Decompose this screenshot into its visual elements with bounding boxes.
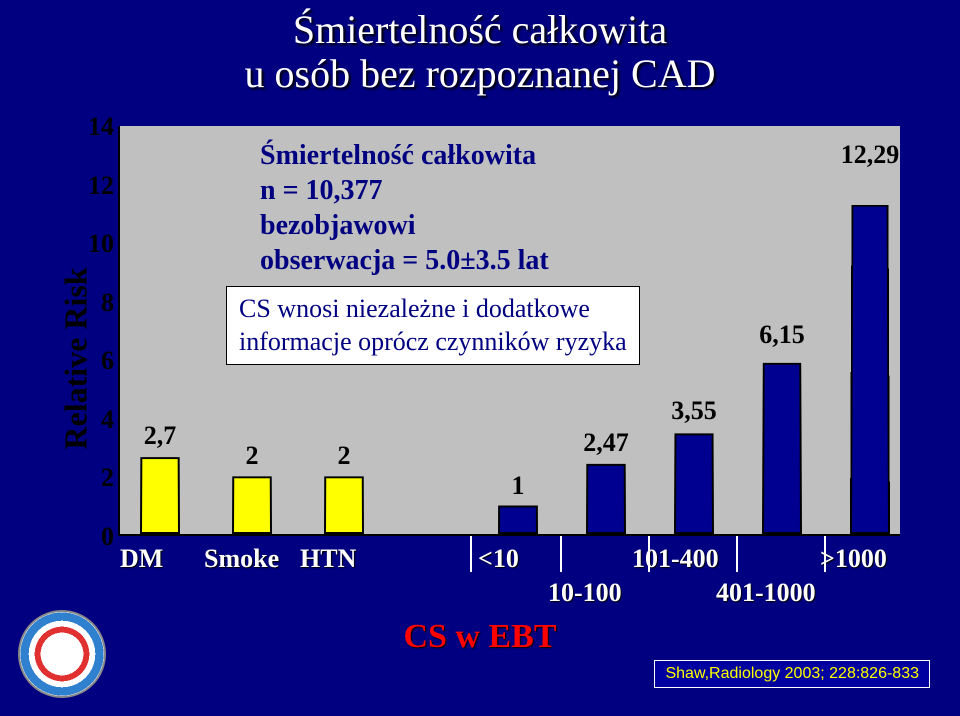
y-tick-label: 10	[76, 229, 114, 259]
x-divider	[560, 536, 562, 572]
highlight-box: CS wnosi niezależne i dodatkowe informac…	[226, 286, 640, 365]
bar-value-label: 3,55	[659, 396, 729, 426]
chart-bar	[140, 457, 180, 534]
y-tick-label: 14	[76, 112, 114, 142]
x-divider	[736, 536, 738, 572]
x-category-label: 101-400	[632, 544, 719, 574]
study-info-box: Śmiertelność całkowita n = 10,377 bezobj…	[260, 138, 549, 278]
info-line3: bezobjawowi	[260, 208, 549, 243]
bar-value-label: 2	[309, 441, 379, 471]
y-tick-label: 12	[76, 171, 114, 201]
institution-logo-icon	[18, 610, 106, 698]
y-tick-label: 2	[76, 463, 114, 493]
y-tick-label: 8	[76, 288, 114, 318]
x-divider	[648, 536, 650, 572]
bar-value-label: 2,47	[571, 428, 641, 458]
y-tick-label: 4	[76, 405, 114, 435]
chart-bar	[674, 433, 714, 534]
chart-bar	[762, 363, 802, 534]
highlight-line2: informacje oprócz czynników ryzyka	[239, 326, 627, 359]
bar-value-label: 2,7	[125, 421, 195, 451]
x-category-label: 10-100	[548, 578, 622, 608]
slide-title: Śmiertelność całkowita u osób bez rozpoz…	[0, 8, 960, 96]
chart-bar	[850, 205, 890, 534]
chart-bar	[232, 477, 272, 534]
citation-box: Shaw,Radiology 2003; 228:826-833	[654, 660, 930, 688]
info-line2: n = 10,377	[260, 173, 549, 208]
chart-bar	[498, 505, 538, 534]
chart-bar	[324, 477, 364, 534]
x-category-label: Smoke	[204, 544, 279, 574]
y-tick-label: 0	[76, 522, 114, 552]
x-category-label: DM	[120, 544, 163, 574]
x-category-label: >1000	[820, 544, 887, 574]
x-category-label: <10	[478, 544, 519, 574]
x-axis-title: CS w EBT	[0, 618, 960, 656]
x-divider	[824, 536, 826, 572]
x-category-label: HTN	[300, 544, 356, 574]
title-line1: Śmiertelność całkowita	[0, 8, 960, 52]
title-line2: u osób bez rozpoznanej CAD	[0, 52, 960, 96]
chart-bar	[586, 464, 626, 534]
bar-value-label: 1	[483, 471, 553, 501]
x-divider	[470, 536, 472, 572]
bar-value-label: 12,29	[835, 140, 905, 170]
x-category-label: 401-1000	[716, 578, 816, 608]
info-line1: Śmiertelność całkowita	[260, 138, 549, 173]
highlight-line1: CS wnosi niezależne i dodatkowe	[239, 293, 627, 326]
bar-value-label: 6,15	[747, 320, 817, 350]
info-line4: obserwacja = 5.0±3.5 lat	[260, 243, 549, 278]
bar-value-label: 2	[217, 441, 287, 471]
y-tick-label: 6	[76, 346, 114, 376]
